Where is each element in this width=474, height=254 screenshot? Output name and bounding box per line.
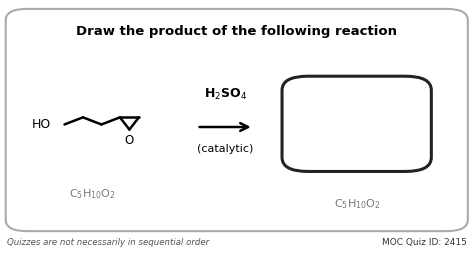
Text: MOC Quiz ID: 2415: MOC Quiz ID: 2415 xyxy=(382,238,467,247)
Text: Draw the product of the following reaction: Draw the product of the following reacti… xyxy=(76,25,398,38)
FancyBboxPatch shape xyxy=(282,76,431,171)
Text: HO: HO xyxy=(32,118,52,131)
Text: (catalytic): (catalytic) xyxy=(197,144,253,153)
Text: Quizzes are not necessarily in sequential order: Quizzes are not necessarily in sequentia… xyxy=(7,238,209,247)
Text: O: O xyxy=(125,134,134,147)
Text: C$_5$H$_{10}$O$_2$: C$_5$H$_{10}$O$_2$ xyxy=(335,198,381,211)
Text: H$_2$SO$_4$: H$_2$SO$_4$ xyxy=(203,87,247,102)
Text: C$_5$H$_{10}$O$_2$: C$_5$H$_{10}$O$_2$ xyxy=(69,187,116,201)
FancyBboxPatch shape xyxy=(6,9,468,231)
